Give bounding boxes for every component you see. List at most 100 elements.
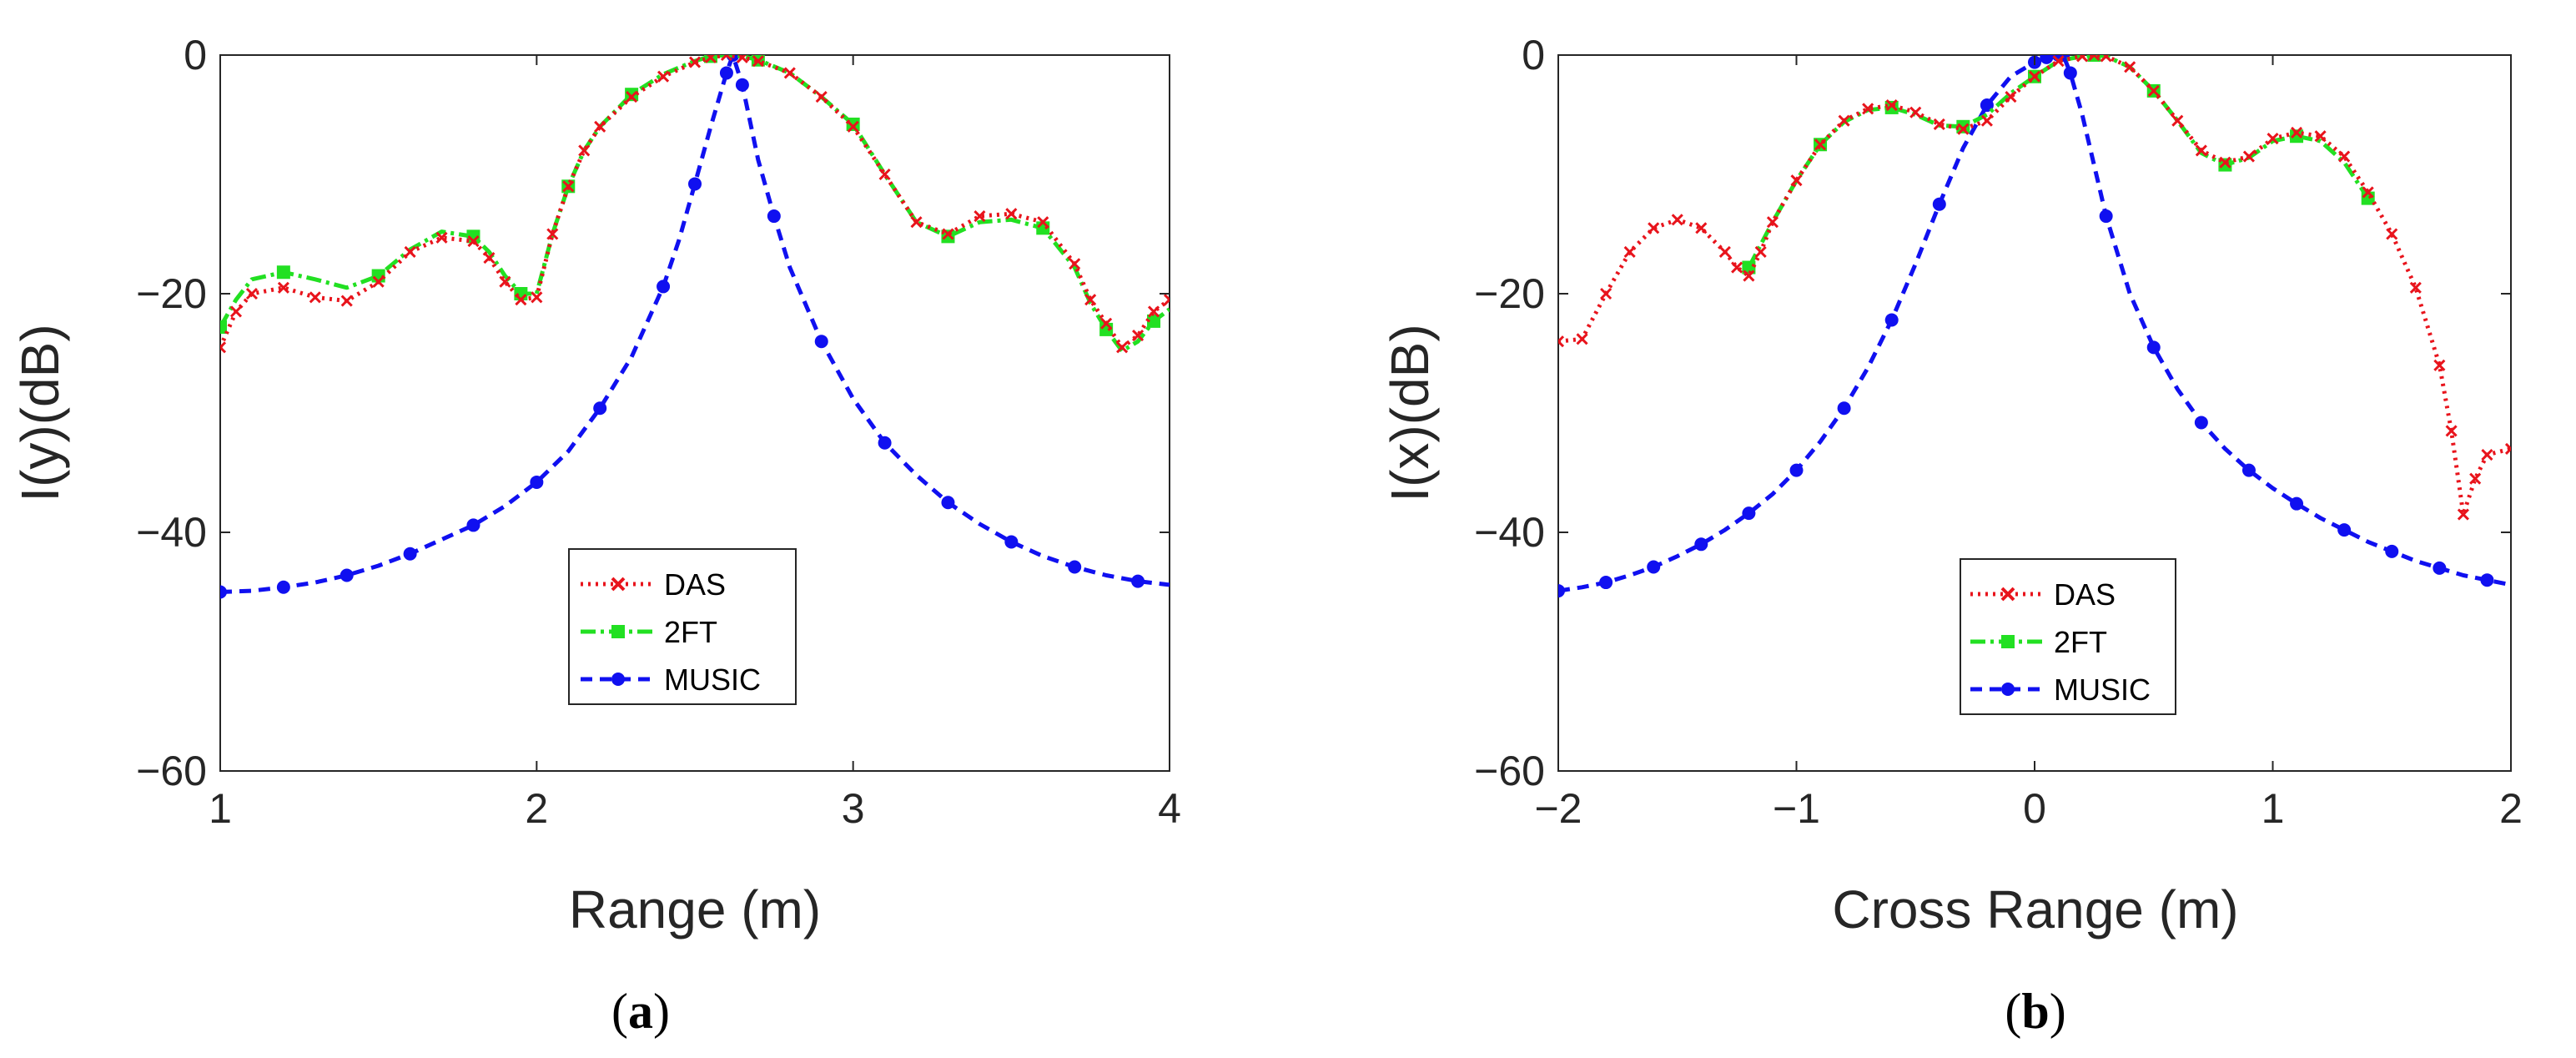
data-point-music	[1004, 535, 1019, 549]
data-point-das	[1862, 103, 1874, 115]
data-point-2ft	[2290, 129, 2304, 144]
data-point-das	[2481, 448, 2493, 461]
data-point-music	[530, 475, 544, 489]
legend-marker-music	[2001, 683, 2015, 696]
y-axis-label: I(y)(dB)	[10, 324, 70, 501]
data-point-das	[1980, 114, 1993, 127]
y-tick-label: −40	[136, 509, 207, 556]
y-tick-label: 0	[1522, 32, 1545, 78]
data-point-das	[2409, 281, 2422, 294]
data-point-das	[483, 252, 496, 264]
x-tick-label: 1	[209, 785, 232, 832]
x-tick-label: −1	[1773, 785, 1820, 832]
data-point-das	[562, 180, 575, 193]
data-point-das	[815, 90, 828, 103]
ticks-group: 1 2 3 4 0 −20 −40 −60	[136, 32, 1181, 832]
data-point-das	[2005, 90, 2017, 103]
data-point-das	[467, 235, 480, 248]
caption-b: (b)	[2005, 984, 2065, 1039]
data-point-music	[2433, 561, 2447, 575]
data-point-das	[2314, 130, 2327, 143]
data-point-das	[1600, 287, 1613, 300]
data-point-music	[1558, 584, 1565, 598]
data-point-music	[276, 580, 290, 594]
data-point-music	[2480, 573, 2494, 587]
data-point-das	[229, 305, 243, 318]
legend: DAS 2FT MUSIC	[1960, 558, 2176, 715]
data-point-music	[1068, 560, 1082, 574]
data-point-music	[2337, 523, 2352, 537]
data-point-das	[2028, 70, 2041, 83]
data-point-music	[814, 335, 828, 349]
data-point-music	[403, 547, 417, 561]
data-point-das	[2052, 55, 2065, 68]
series-line-music	[220, 55, 1170, 594]
data-point-das	[1957, 123, 1970, 135]
data-point-music	[1599, 576, 1613, 590]
data-point-das	[1623, 245, 1636, 259]
y-axis-label: I(x)(dB)	[1380, 324, 1440, 501]
data-point-2ft	[625, 88, 639, 102]
data-point-das	[1116, 341, 1129, 354]
data-point-das	[1005, 208, 1018, 220]
data-point-music	[2040, 55, 2054, 64]
data-point-das	[688, 56, 702, 68]
data-point-das	[1069, 258, 1081, 270]
data-point-das	[1100, 317, 1113, 330]
data-point-das	[847, 120, 859, 133]
data-point-music	[593, 401, 607, 416]
data-point-das	[594, 120, 606, 133]
data-point-das	[531, 291, 543, 304]
data-point-das	[1743, 270, 1755, 282]
data-point-das	[752, 55, 764, 68]
legend-label-2ft: 2FT	[664, 615, 717, 649]
data-point-das	[578, 144, 591, 157]
x-tick-label: −2	[1534, 785, 1582, 832]
data-point-das	[220, 341, 227, 354]
data-point-das	[515, 294, 527, 306]
data-point-2ft	[2087, 55, 2101, 62]
data-point-music	[1742, 506, 1756, 521]
data-point-das	[2386, 228, 2398, 240]
y-tick-label: −60	[136, 748, 207, 794]
legend-marker-2ft	[611, 625, 625, 638]
data-point-music	[340, 568, 354, 582]
data-point-music	[1647, 560, 1661, 574]
data-point-das	[2088, 55, 2101, 62]
data-point-2ft	[220, 320, 227, 335]
data-point-das	[2124, 61, 2136, 73]
series-clip	[1558, 55, 2511, 598]
data-point-das	[657, 70, 670, 83]
legend-marker-2ft	[2001, 635, 2015, 648]
legend-entries: DAS 2FT MUSIC	[581, 567, 761, 697]
data-point-das	[2195, 144, 2207, 157]
legend-marker-music	[611, 673, 625, 686]
x-tick-label: 0	[2023, 785, 2046, 832]
legend-label-music: MUSIC	[664, 663, 761, 697]
data-point-music	[941, 496, 955, 510]
data-point-das	[2457, 508, 2469, 521]
legend-entries: DAS 2FT MUSIC	[1970, 577, 2151, 707]
y-tick-label: −20	[136, 270, 207, 317]
data-point-das	[1838, 114, 1850, 127]
data-point-das	[1132, 329, 1145, 342]
data-point-das	[1671, 214, 1683, 226]
data-point-2ft	[276, 265, 290, 280]
data-point-das	[404, 245, 416, 259]
legend: DAS 2FT MUSIC	[568, 548, 797, 705]
data-point-das	[2171, 114, 2184, 127]
data-point-music	[767, 209, 781, 224]
data-point-music	[2194, 416, 2208, 430]
data-point-das	[704, 55, 717, 63]
data-point-music	[2099, 209, 2113, 224]
data-point-music	[1789, 463, 1804, 477]
y-tick-label: −40	[1474, 509, 1545, 556]
data-point-das	[1576, 333, 1588, 345]
panel-a: 1 2 3 4 0 −20 −40 −60 Range (m) I(y)(dB) DAS 2F…	[10, 32, 1181, 1039]
data-point-music	[878, 436, 892, 450]
data-point-das	[720, 55, 732, 62]
x-tick-label: 2	[525, 785, 548, 832]
data-point-music	[688, 177, 702, 191]
caption-a: (a)	[611, 984, 670, 1039]
